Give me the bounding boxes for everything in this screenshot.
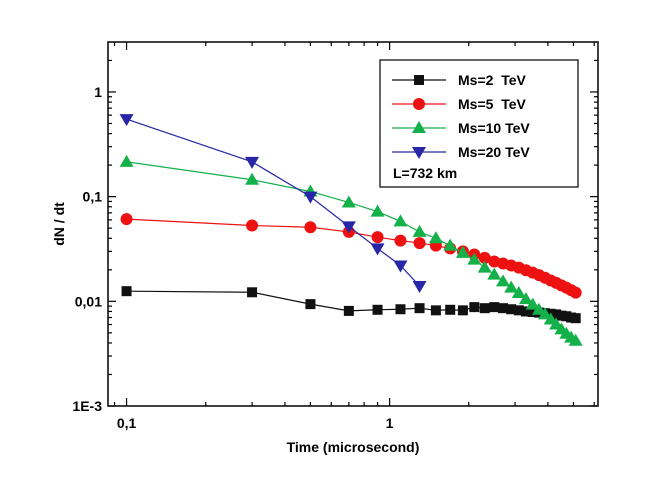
data-point [393,260,408,273]
data-point [370,243,385,256]
data-point [245,156,260,169]
data-point [489,302,500,313]
data-point [395,304,406,315]
data-point [412,224,427,237]
data-point [525,297,540,310]
data-point [343,305,354,316]
data-point [119,154,134,167]
data-point [246,219,259,232]
legend-marker [414,75,424,85]
data-point [304,221,317,234]
data-point [372,304,383,315]
legend-marker [413,98,425,110]
data-point [568,333,583,346]
series-layer [119,114,583,346]
legend-entries: Ms=2 TeV Ms=5 TeV Ms=10 TeV Ms=20 TeV [392,72,530,160]
legend-marker [412,147,426,159]
legend-box [379,59,579,188]
data-point [479,303,490,314]
series-triangle-up [119,154,583,346]
data-point [551,309,562,320]
legend-label: Ms=20 TeV [458,144,530,160]
data-point [245,172,260,185]
data-point [520,306,531,317]
legend-entry: Ms=10 TeV [392,120,530,136]
data-point [518,292,533,305]
data-point [394,234,407,247]
legend-entry: Ms=5 TeV [392,96,526,112]
y-tick-label: 1 [94,84,102,100]
data-point [428,231,443,244]
data-point [412,281,427,294]
data-point [569,286,582,299]
legend-entry: Ms=2 TeV [392,72,526,88]
x-tick-label: 0,1 [117,415,137,431]
data-point [506,304,517,315]
y-tick-label: 0,01 [75,293,102,309]
series-line [126,118,420,287]
series-triangle-down [119,114,427,294]
data-point [341,221,356,234]
data-point [371,231,384,244]
annotation-distance: L=732 km [393,165,457,181]
data-point [393,214,408,227]
legend-label: Ms=10 TeV [458,120,530,136]
data-point [467,252,482,265]
data-point [570,313,581,324]
legend-label: Ms=5 TeV [458,96,526,112]
y-tick-label: 1E-3 [72,398,102,414]
data-point [430,305,441,316]
data-point [341,195,356,208]
data-point [496,274,511,287]
data-point [120,213,133,226]
data-point [305,299,316,310]
data-point [455,245,470,258]
x-axis-label: Time (microsecond) [287,439,420,455]
legend-entry: Ms=20 TeV [392,144,530,160]
data-point [477,260,492,273]
data-point [414,303,425,314]
legend: Ms=2 TeV Ms=5 TeV Ms=10 TeV Ms=20 TeV L=732… [379,59,579,188]
data-point [413,237,426,250]
data-point [119,114,134,127]
data-point [487,267,502,280]
data-point [443,238,458,251]
data-point [498,303,509,314]
data-point [511,286,526,299]
data-point [527,307,538,318]
plot-frame [107,41,599,407]
data-point [370,204,385,217]
legend-label: Ms=2 TeV [458,72,526,88]
axis-ticks: 0,1 1 1E-3 0,01 0,1 1 [72,42,598,431]
legend-marker [412,121,426,133]
data-point [513,305,524,316]
data-point [469,302,480,313]
y-tick-label: 0,1 [83,189,103,205]
data-point [457,305,468,316]
data-point [478,251,491,264]
data-point [504,280,519,293]
data-point [247,287,258,298]
data-point [445,304,456,315]
x-tick-label: 1 [386,415,394,431]
data-point [121,286,132,297]
y-axis-label: dN / dt [51,202,67,246]
data-point [303,191,318,204]
